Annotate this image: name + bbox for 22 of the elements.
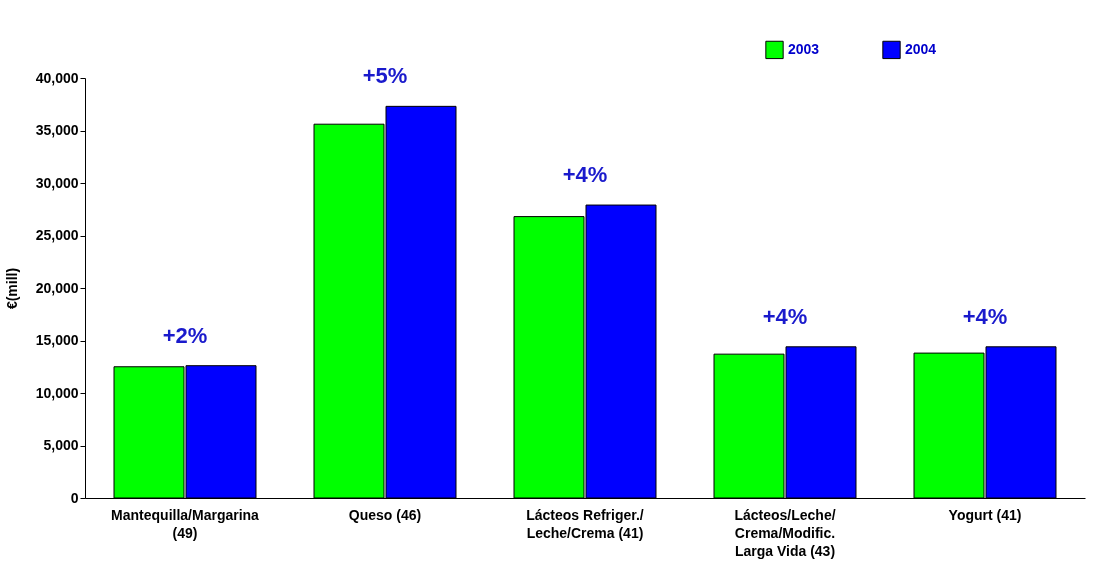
annotation: +5%: [362, 63, 408, 89]
legend-label: 2004: [905, 40, 937, 57]
x-tick-label: Mantequilla/Margarina (49): [111, 506, 260, 541]
y-tick-label: 35,000: [35, 122, 79, 138]
y-axis-title: €(mill): [3, 267, 20, 310]
y-tick-label: 15,000: [35, 332, 79, 348]
annotation: +4%: [962, 303, 1008, 329]
x-tick-label: Lácteos/Leche/ Crema/Modific. Larga Vida (43): [734, 506, 836, 559]
annotation: +4%: [562, 162, 608, 188]
y-tick-label: 20,000: [35, 279, 79, 296]
y-tick-label: 10,000: [35, 384, 79, 401]
y-tick-label: 40,000: [35, 69, 79, 86]
legend-label: 2003: [788, 40, 820, 57]
y-tick-label: 30,000: [35, 174, 79, 191]
x-tick-label: Yogurt (41): [948, 506, 1022, 523]
y-tick-label: 0: [70, 489, 79, 506]
annotation: +2%: [162, 322, 208, 348]
y-tick-label: 5,000: [43, 437, 79, 453]
x-tick-label: Lácteos Refriger./ Leche/Crema (41): [526, 506, 644, 541]
x-tick-label: Queso (46): [348, 506, 422, 523]
annotation: +4%: [762, 303, 808, 329]
y-tick-label: 25,000: [35, 227, 79, 243]
